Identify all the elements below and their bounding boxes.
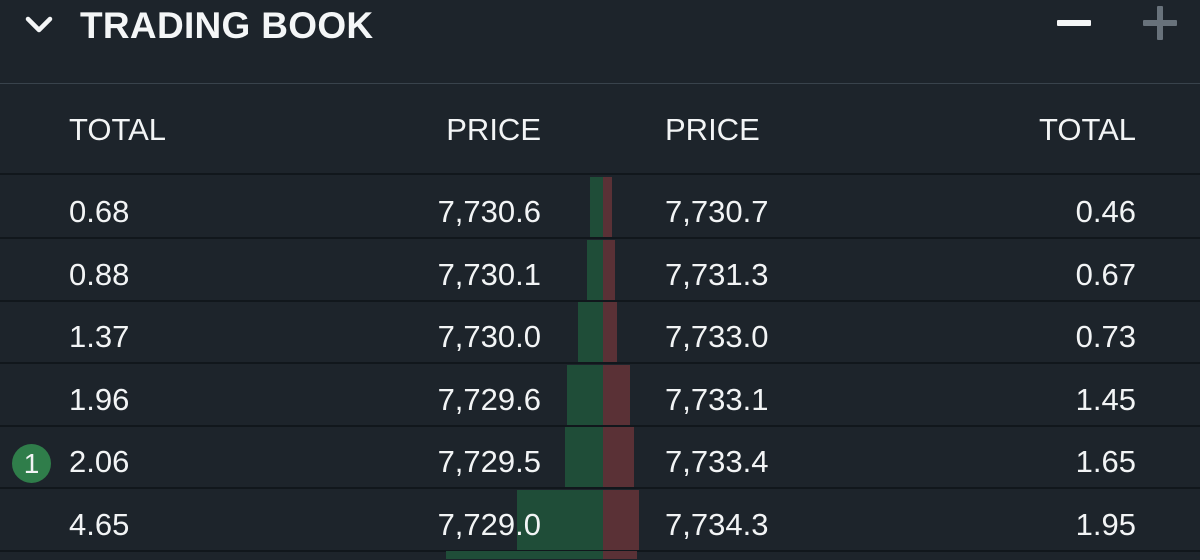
bid-price: 7,729.6 [437, 381, 541, 417]
bid-total: 4.65 [69, 506, 130, 542]
ask-price: 7,730.7 [665, 194, 769, 229]
ask-depth-bar [603, 302, 617, 362]
ask-depth-bar [603, 427, 634, 487]
bid-total: 0.88 [69, 256, 130, 292]
order-row[interactable]: 1.37 7,730.0 7,733.0 0.73 [0, 302, 1200, 364]
ask-price: 7,733.1 [665, 381, 769, 417]
bid-price: 7,730.6 [437, 194, 541, 229]
bid-depth-bar [517, 489, 603, 550]
bid-total: 0.68 [69, 194, 130, 229]
bid-price: 7,730.0 [437, 319, 541, 354]
header-divider [0, 173, 1200, 175]
ask-total: 1.95 [1075, 506, 1136, 542]
ask-price: 7,733.0 [665, 319, 769, 354]
order-row[interactable]: 0.68 7,730.6 7,730.7 0.46 [0, 177, 1200, 239]
bid-total: 1.96 [69, 381, 130, 417]
order-row[interactable]: 0.88 7,730.1 7,731.3 0.67 [0, 239, 1200, 302]
ask-total: 1.65 [1075, 444, 1136, 479]
ask-depth-bar [603, 239, 615, 300]
own-order-badge[interactable]: 1 [12, 444, 51, 483]
bid-price: 7,729.0 [437, 506, 541, 542]
bid-depth-bar [565, 427, 603, 487]
bid-depth-bar [590, 177, 603, 237]
ask-total: 0.67 [1075, 256, 1136, 292]
chevron-down-icon[interactable] [24, 10, 54, 40]
trading-book-header[interactable]: TRADING BOOK [0, 0, 1200, 84]
bid-total: 1.37 [69, 319, 130, 354]
bid-price: 7,730.1 [437, 256, 541, 292]
ask-price-header: PRICE [665, 112, 760, 147]
minus-icon[interactable] [1057, 20, 1091, 26]
order-row[interactable]: 1.96 7,729.6 7,733.1 1.45 [0, 364, 1200, 427]
ask-price: 7,734.3 [665, 506, 769, 542]
bid-depth-bar [587, 239, 603, 300]
bid-total-header: TOTAL [69, 112, 167, 147]
bid-price: 7,729.5 [437, 444, 541, 479]
bid-depth-bar [578, 302, 603, 362]
ask-depth-bar [603, 489, 639, 550]
ask-depth-bar [603, 551, 637, 559]
bid-price-header: PRICE [446, 112, 541, 147]
row-divider [0, 549, 1200, 552]
panel-title: TRADING BOOK [80, 5, 374, 46]
row-divider [0, 424, 1200, 427]
ask-price: 7,733.4 [665, 444, 769, 479]
ask-total: 1.45 [1075, 381, 1136, 417]
row-divider [0, 487, 1200, 489]
ask-total: 0.73 [1075, 319, 1136, 354]
order-row[interactable]: 2.06 7,729.5 7,733.4 1.65 1 [0, 427, 1200, 489]
bid-total: 2.06 [69, 444, 130, 479]
ask-depth-bar [603, 364, 630, 425]
ask-total: 0.46 [1075, 194, 1136, 229]
row-divider [0, 237, 1200, 239]
ask-total-header: TOTAL [1038, 112, 1136, 147]
ask-depth-bar [603, 177, 612, 237]
row-divider [0, 299, 1200, 302]
row-divider [0, 362, 1200, 364]
ask-price: 7,731.3 [665, 256, 769, 292]
order-row[interactable]: 4.65 7,729.0 7,734.3 1.95 [0, 489, 1200, 552]
plus-icon[interactable] [1143, 6, 1177, 40]
bid-depth-bar [446, 551, 603, 559]
bid-depth-bar [567, 364, 603, 425]
